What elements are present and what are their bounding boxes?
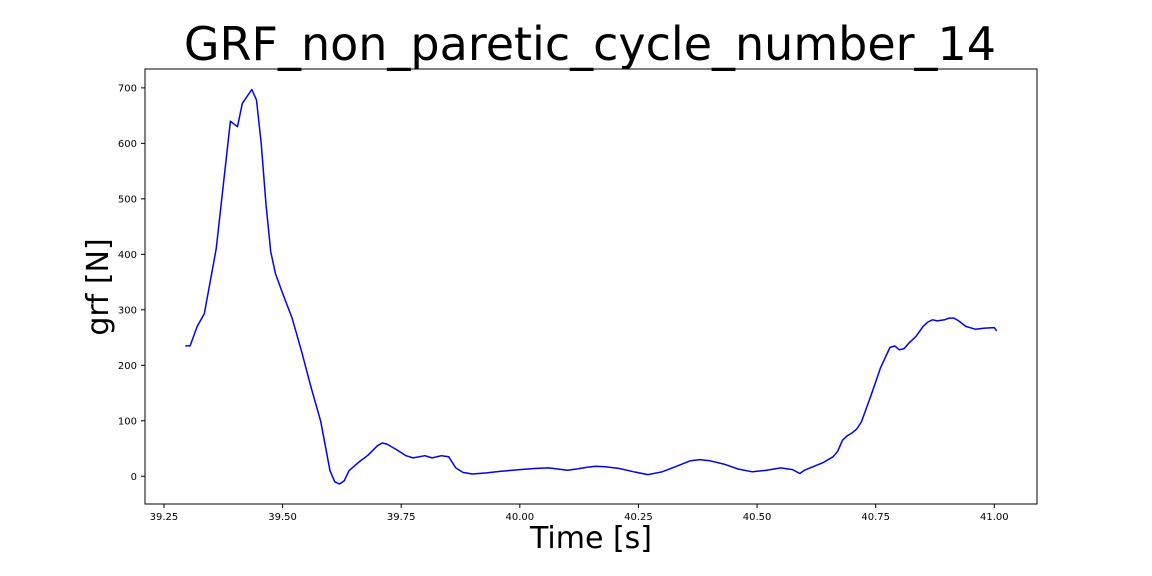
x-tick-label: 39.75 xyxy=(387,512,416,523)
x-tick-label: 40.75 xyxy=(861,512,890,523)
x-tick-label: 40.50 xyxy=(743,512,772,523)
y-tick-label: 700 xyxy=(118,83,137,94)
series-line xyxy=(185,88,998,485)
y-axis-label: grf [N] xyxy=(81,238,116,335)
y-tick-label: 400 xyxy=(118,250,137,261)
x-tick-label: 41.00 xyxy=(980,512,1009,523)
chart-title: GRF_non_paretic_cycle_number_14 xyxy=(184,17,996,71)
y-tick-label: 500 xyxy=(118,194,137,205)
y-tick-label: 300 xyxy=(118,305,137,316)
x-axis: 39.25 39.50 39.75 40.00 40.25 40.50 40.75 41.00 xyxy=(150,504,1009,523)
x-tick-label: 40.25 xyxy=(624,512,653,523)
y-tick-label: 600 xyxy=(118,139,137,150)
y-tick-label: 100 xyxy=(118,416,137,427)
y-axis: 0 100 200 300 400 500 600 700 xyxy=(118,83,145,483)
x-tick-label: 39.25 xyxy=(150,512,179,523)
x-tick-label: 40.00 xyxy=(506,512,535,523)
x-tick-label: 39.50 xyxy=(268,512,297,523)
y-tick-label: 0 xyxy=(131,472,137,483)
y-tick-label: 200 xyxy=(118,361,137,372)
plot-frame xyxy=(144,68,1038,505)
x-axis-label: Time [s] xyxy=(529,521,652,556)
plot-area xyxy=(185,88,998,485)
